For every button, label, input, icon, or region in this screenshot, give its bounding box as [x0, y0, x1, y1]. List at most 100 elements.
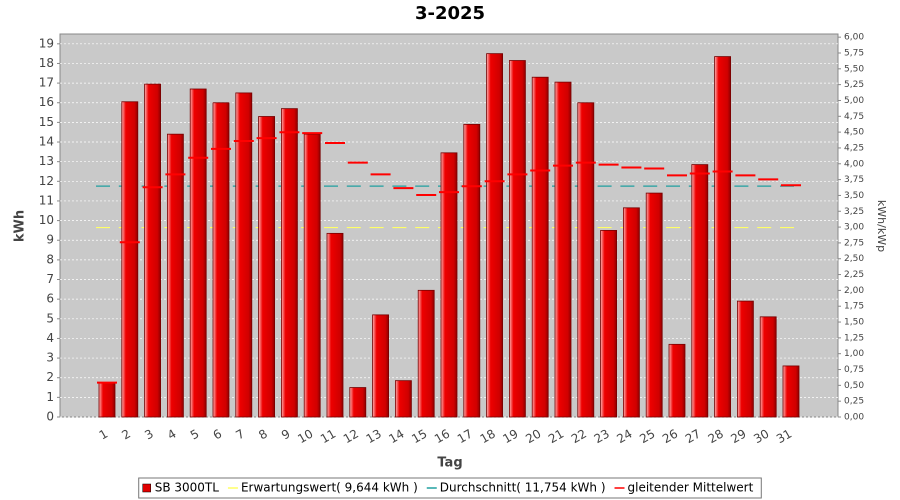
x-tick-label: 24	[614, 427, 634, 447]
x-tick-label: 26	[660, 427, 680, 447]
y-tick-label: 19	[39, 36, 54, 50]
bar	[166, 133, 184, 418]
x-tick-label: 28	[706, 427, 726, 447]
bar	[440, 152, 458, 418]
y-tick-label: 6	[46, 292, 54, 306]
x-tick-label: 6	[211, 427, 225, 443]
y2-tick-label: 0,75	[844, 365, 864, 375]
x-tick-label: 2	[119, 427, 133, 443]
y-tick-label: 3	[46, 351, 54, 365]
legend-label: SB 3000TL	[155, 481, 220, 495]
bar	[577, 102, 595, 418]
legend	[138, 477, 762, 499]
y2-tick-label: 5,50	[844, 64, 864, 74]
bar	[691, 164, 709, 418]
y2-tick-label: 4,00	[844, 159, 864, 169]
y2-tick-label: 3,25	[844, 207, 864, 217]
legend-label: Durchschnitt( 11,754 kWh )	[440, 481, 606, 495]
y-tick-label: 11	[39, 193, 54, 207]
x-tick-label: 22	[569, 427, 589, 447]
x-tick-label: 31	[774, 427, 794, 447]
bar	[144, 83, 162, 418]
y2-tick-label: 2,50	[844, 254, 864, 264]
y-tick-label: 13	[39, 154, 54, 168]
y2-tick-label: 0,50	[844, 381, 864, 391]
bar	[303, 133, 321, 418]
y2-tick-label: 3,00	[844, 223, 864, 233]
y2-tick-label: 1,50	[844, 318, 864, 328]
bar	[121, 101, 139, 418]
x-tick-label: 1	[97, 427, 111, 443]
y-tick-label: 15	[39, 115, 54, 129]
y-tick-label: 7	[46, 272, 54, 286]
x-tick-label: 9	[279, 427, 293, 443]
x-tick-label: 3	[142, 427, 156, 443]
y-tick-label: 18	[39, 56, 54, 70]
y2-tick-label: 1,25	[844, 333, 864, 343]
y-axis-label: kWh	[13, 210, 28, 242]
y2-tick-label: 4,50	[844, 128, 864, 138]
x-tick-label: 8	[256, 427, 270, 443]
x-tick-label: 14	[386, 427, 406, 447]
y-tick-label: 4	[46, 331, 54, 345]
y2-tick-label: 1,75	[844, 302, 864, 312]
y-tick-label: 10	[39, 213, 54, 227]
x-tick-label: 4	[165, 427, 179, 443]
bar	[235, 92, 253, 418]
y2-tick-label: 2,75	[844, 238, 864, 248]
y2-tick-label: 3,50	[844, 191, 864, 201]
x-tick-label: 7	[233, 427, 247, 443]
legend-label: gleitender Mittelwert	[628, 481, 754, 495]
bar	[394, 380, 412, 418]
bar	[508, 60, 526, 418]
y-tick-label: 1	[46, 390, 54, 404]
y-tick-label: 8	[46, 252, 54, 266]
chart-title: 3-2025	[415, 3, 485, 24]
bar	[645, 192, 663, 418]
bar	[531, 76, 549, 418]
x-tick-label: 19	[500, 427, 520, 447]
bar	[600, 230, 617, 418]
bar	[349, 387, 367, 418]
y2-tick-label: 2,25	[844, 270, 864, 280]
y-tick-label: 16	[39, 95, 54, 109]
bar	[189, 88, 207, 418]
y2-tick-label: 5,00	[844, 96, 864, 106]
bar	[212, 102, 230, 418]
bar	[417, 289, 435, 418]
bar	[258, 116, 276, 418]
y2-tick-label: 0,25	[844, 397, 864, 407]
x-tick-label: 20	[523, 427, 543, 447]
y2-tick-label: 2,00	[844, 286, 864, 296]
y2-tick-label: 4,75	[844, 112, 864, 122]
x-tick-label: 15	[409, 427, 429, 447]
bar	[759, 316, 777, 418]
y2-tick-label: 5,25	[844, 80, 864, 90]
y-tick-label: 2	[46, 370, 54, 384]
x-tick-label: 27	[683, 427, 703, 447]
y2-tick-label: 6,00	[844, 33, 864, 43]
x-tick-label: 17	[455, 427, 475, 447]
x-tick-label: 29	[728, 427, 748, 447]
bar	[782, 365, 800, 418]
x-tick-label: 5	[188, 427, 202, 443]
y2-tick-label: 5,75	[844, 48, 864, 58]
bar	[372, 314, 390, 418]
y2-tick-label: 3,75	[844, 175, 864, 185]
x-tick-label: 12	[341, 427, 361, 447]
bar	[280, 108, 298, 418]
bar	[737, 300, 754, 418]
y-tick-label: 14	[39, 135, 54, 149]
legend-label: Erwartungswert( 9,644 kWh )	[241, 481, 418, 495]
bar	[98, 382, 116, 418]
y-tick-label: 17	[39, 76, 54, 90]
y2-tick-label: 4,25	[844, 143, 864, 153]
x-tick-label: 13	[364, 427, 384, 447]
bar	[326, 232, 344, 418]
x-tick-label: 11	[318, 427, 338, 447]
bar	[668, 343, 686, 418]
bar	[554, 81, 572, 418]
bar	[486, 53, 504, 418]
bar	[463, 123, 481, 418]
